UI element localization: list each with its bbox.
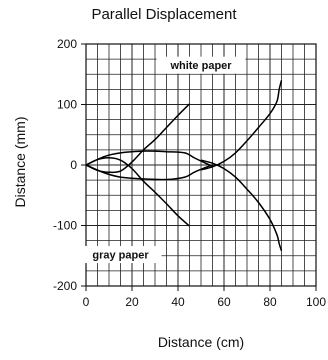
annotation-label-2: gray paper [92, 250, 149, 262]
y-tick-label: -100 [53, 219, 77, 233]
series-line-5 [201, 80, 282, 170]
y-tick-label: 0 [70, 158, 77, 172]
series-line-1 [86, 104, 190, 172]
x-axis-label: Distance (cm) [86, 334, 316, 350]
x-tick-label: 100 [306, 295, 326, 309]
y-tick-label: 200 [57, 37, 77, 51]
y-tick-label: -200 [53, 279, 77, 293]
series-line-4 [86, 165, 213, 180]
x-tick-label: 20 [125, 295, 139, 309]
y-axis-label: Distance (mm) [12, 116, 28, 207]
x-tick-label: 80 [263, 295, 277, 309]
x-tick-label: 40 [171, 295, 185, 309]
series-line-6 [201, 160, 282, 251]
series-line-2 [86, 158, 190, 226]
x-tick-label: 60 [217, 295, 231, 309]
y-tick-label: 100 [57, 98, 77, 112]
annotation-label-1: white paper [169, 60, 232, 72]
x-tick-label: 0 [83, 295, 90, 309]
annotations: white paper gray paper [80, 57, 246, 263]
